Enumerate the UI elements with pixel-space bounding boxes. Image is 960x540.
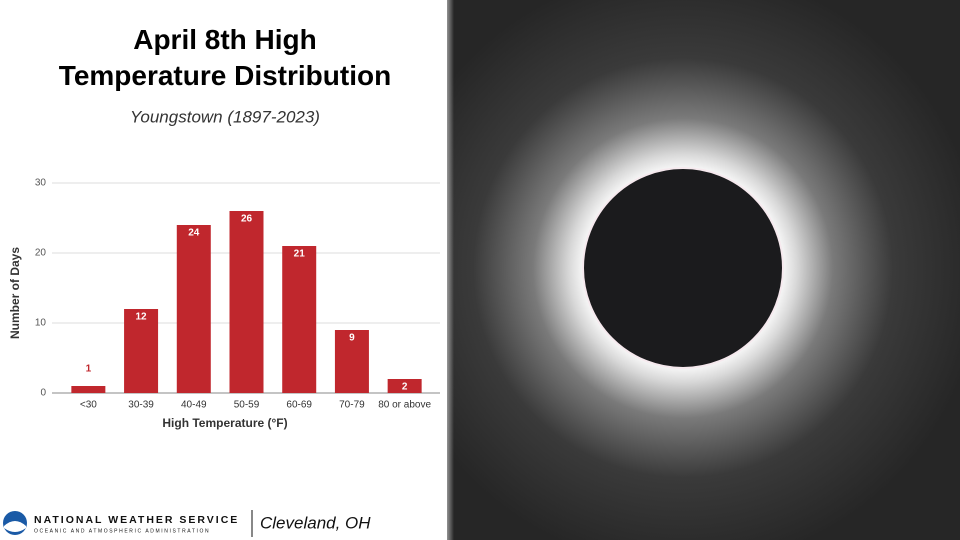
x-tick-label: 80 or above [378, 400, 431, 411]
x-tick-label: 60-69 [286, 400, 312, 411]
bar [282, 246, 317, 393]
bar [124, 309, 159, 393]
noaa-logo-wave [4, 521, 26, 532]
agency-parent: OCEANIC AND ATMOSPHERIC ADMINISTRATION [34, 528, 210, 534]
office-name: Cleveland, OH [260, 513, 371, 532]
x-tick-label: 50-59 [234, 400, 260, 411]
y-axis-title: Number of Days [8, 247, 22, 339]
bar [229, 211, 264, 393]
agency-name: NATIONAL WEATHER SERVICE [34, 514, 239, 526]
y-tick-label: 10 [35, 318, 47, 329]
chart-title: April 8th High Temperature Distribution [59, 24, 391, 91]
value-label: 24 [188, 228, 200, 239]
y-tick-label: 30 [35, 178, 47, 189]
bar [176, 225, 211, 393]
value-label: 12 [136, 312, 148, 323]
x-tick-label: 40-49 [181, 400, 207, 411]
x-tick-label: <30 [80, 400, 97, 411]
y-tick-label: 20 [35, 248, 47, 259]
value-label: 2 [402, 382, 408, 393]
photo-edge [440, 0, 454, 540]
x-tick-label: 70-79 [339, 400, 365, 411]
bar [71, 386, 106, 393]
bar [387, 379, 422, 393]
value-label: 1 [86, 364, 92, 375]
chart-subtitle: Youngstown (1897-2023) [130, 107, 320, 126]
value-label: 9 [349, 333, 355, 344]
bar [334, 330, 369, 393]
value-label: 21 [294, 249, 306, 260]
x-tick-label: 30-39 [128, 400, 154, 411]
value-label: 26 [241, 214, 253, 225]
y-tick-label: 0 [40, 388, 46, 399]
footer: NATIONAL WEATHER SERVICE OCEANIC AND ATM… [3, 510, 371, 537]
moon [582, 167, 784, 369]
x-axis-title: High Temperature (°F) [162, 416, 287, 430]
